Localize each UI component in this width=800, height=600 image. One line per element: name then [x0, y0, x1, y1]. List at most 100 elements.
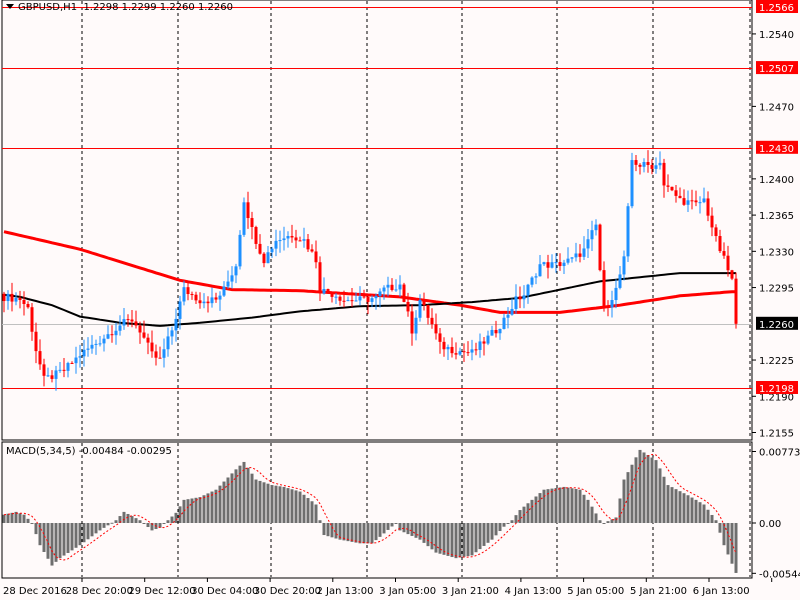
candle — [538, 255, 542, 277]
candle-body — [546, 262, 550, 268]
candle — [210, 287, 214, 308]
candle-body — [334, 296, 338, 298]
candle — [78, 344, 82, 368]
macd-histogram-bar — [362, 523, 366, 544]
candle — [202, 293, 206, 309]
macd-histogram-bar — [126, 513, 130, 523]
candle-body — [414, 317, 418, 334]
candle — [670, 186, 674, 192]
candle — [354, 292, 358, 302]
candle — [450, 337, 454, 358]
candle — [366, 294, 370, 315]
main-plot-frame — [1, 0, 753, 441]
macd-histogram-bar — [50, 523, 54, 566]
candle — [22, 291, 26, 316]
dropdown-triangle-icon[interactable] — [6, 4, 14, 9]
candle-body — [706, 198, 710, 216]
candle-body — [426, 305, 430, 318]
macd-histogram-bar — [614, 517, 618, 523]
candle — [298, 236, 302, 242]
macd-histogram-bar — [698, 502, 702, 523]
macd-histogram-bar — [314, 504, 318, 523]
macd-histogram-bar — [210, 491, 214, 523]
candle — [662, 158, 666, 198]
macd-histogram-bar — [726, 523, 730, 555]
candle — [590, 220, 594, 252]
candle-body — [342, 300, 346, 302]
macd-histogram-bar — [662, 476, 666, 523]
macd-histogram-bar — [358, 523, 362, 544]
candle — [422, 292, 426, 311]
macd-histogram-bar — [606, 521, 610, 523]
candle — [238, 230, 242, 270]
macd-histogram-bar — [370, 523, 374, 544]
macd-axis-label: 0.00773 — [759, 447, 800, 458]
macd-histogram-bar — [222, 481, 226, 523]
candle — [310, 244, 314, 253]
candle-body — [522, 295, 526, 300]
macd-histogram-bar — [2, 514, 6, 523]
candle — [390, 278, 394, 292]
candle — [90, 335, 94, 354]
macd-histogram-bar — [542, 489, 546, 523]
macd-plot-frame — [1, 441, 753, 579]
macd-histogram-bar — [386, 523, 390, 530]
candle-body — [222, 286, 226, 296]
candle-body — [718, 236, 722, 252]
candle-body — [182, 287, 186, 302]
candle-body — [366, 296, 370, 302]
macd-histogram-bar — [438, 523, 442, 554]
macd-histogram-bar — [234, 469, 238, 523]
macd-histogram-bar — [418, 523, 422, 540]
candle — [118, 315, 122, 336]
level-price-badge — [756, 0, 798, 13]
candle — [270, 246, 274, 258]
candle — [82, 339, 86, 367]
candle-body — [122, 319, 126, 326]
candle-body — [550, 262, 554, 268]
candle — [142, 320, 146, 339]
time-label: 30 Dec 04:00 — [191, 586, 258, 597]
macd-histogram-bar — [582, 494, 586, 523]
candle — [462, 343, 466, 363]
candle-body — [558, 262, 562, 267]
candle — [174, 308, 178, 342]
macd-histogram-bar — [62, 523, 66, 556]
candle — [206, 296, 210, 313]
candle-body — [374, 295, 378, 299]
candle-body — [6, 293, 10, 302]
candle-body — [178, 301, 182, 319]
candle — [318, 256, 322, 301]
candle-body — [78, 356, 82, 358]
macd-histogram-bar — [118, 516, 122, 523]
candle-body — [50, 375, 54, 379]
candle — [266, 245, 270, 264]
macd-histogram-bar — [690, 497, 694, 523]
candle-body — [378, 291, 382, 296]
candle — [414, 310, 418, 341]
candle-body — [542, 262, 546, 265]
candle — [642, 158, 646, 173]
time-label: 2 Jan 13:00 — [317, 586, 374, 597]
level-price-label: 1.2566 — [759, 3, 794, 14]
macd-histogram-bar — [214, 489, 218, 523]
candle — [694, 190, 698, 207]
macd-histogram-bar — [238, 465, 242, 523]
candle-body — [570, 257, 574, 259]
macd-histogram-bar — [186, 499, 190, 523]
macd-histogram-bar — [378, 523, 382, 537]
candle — [286, 231, 290, 248]
candle-body — [534, 276, 538, 278]
candle — [58, 361, 62, 373]
macd-histogram-bar — [74, 523, 78, 548]
candle — [14, 292, 18, 306]
candle — [394, 279, 398, 292]
chart-header: GBPUSD,H1 1.2298 1.2299 1.2260 1.2260 — [6, 2, 233, 13]
macd-histogram-bar — [554, 488, 558, 523]
macd-histogram-bar — [142, 523, 146, 524]
candle-body — [686, 200, 690, 205]
macd-histogram-bar — [326, 523, 330, 537]
candle-body — [642, 162, 646, 167]
candle-body — [442, 341, 446, 350]
